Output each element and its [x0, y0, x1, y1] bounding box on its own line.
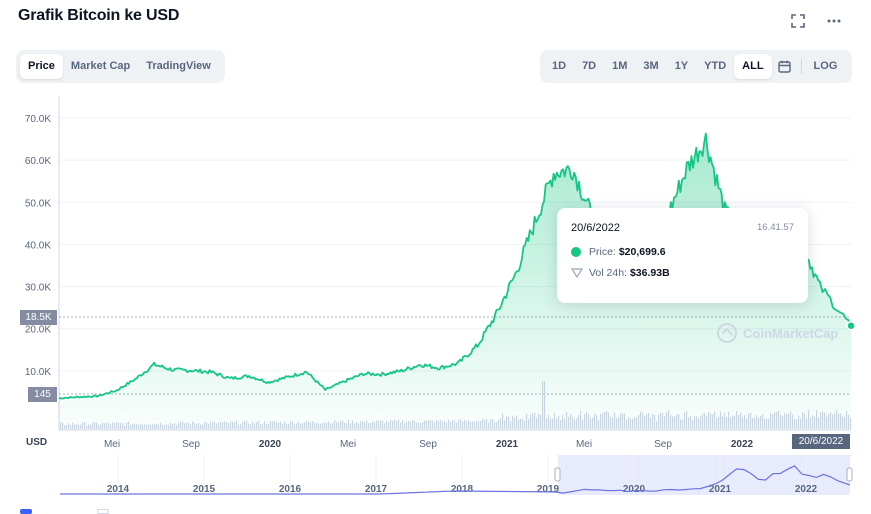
x-tick-label: Mei	[340, 439, 356, 450]
price-area-fill	[59, 133, 851, 430]
tab-price[interactable]: Price	[20, 54, 63, 79]
y-tick-label: 20.0K	[25, 325, 51, 336]
x-tick-label: Mei	[576, 439, 592, 450]
tooltip-volume-value: $36.93B	[629, 267, 670, 279]
calendar-icon[interactable]	[772, 54, 797, 79]
tab-market-cap[interactable]: Market Cap	[70, 60, 131, 72]
range-3m-button[interactable]: 3M	[643, 60, 659, 72]
watermark-text: CoinMarketCap	[743, 325, 839, 341]
log-scale-button[interactable]: LOG	[813, 60, 838, 72]
coinmarketcap-logo-icon	[717, 323, 737, 343]
legend-peek-2	[97, 509, 109, 514]
range-selector: 1D 7D 1M 3M 1Y YTD ALL LOG	[540, 50, 852, 83]
price-tooltip: 20/6/2022 16.41.57 Price: $20,699.6 Vol …	[557, 208, 808, 303]
navigator-tick-label: 2022	[795, 484, 818, 495]
navigator-tick-label: 2015	[193, 484, 216, 495]
legend-peek	[20, 509, 32, 514]
divider	[800, 59, 802, 74]
price-dot-icon	[571, 247, 581, 257]
y-tick-label: 40.0K	[25, 240, 51, 251]
volume-badge: 145	[28, 387, 57, 402]
watermark: CoinMarketCap	[717, 323, 838, 343]
tooltip-price-value: $20,699.6	[618, 246, 666, 258]
fullscreen-icon[interactable]	[789, 12, 807, 30]
tooltip-date: 20/6/2022	[571, 222, 620, 234]
navigator-handle-right	[846, 467, 853, 482]
navigator-tick-label: 2019	[537, 484, 560, 495]
range-1m-button[interactable]: 1M	[612, 60, 628, 72]
x-tick-label: Sep	[654, 439, 672, 450]
navigator: 2014 2015 2016 2017 2018 2019 2020 2021 2022	[60, 455, 853, 495]
navigator-tick-label: 2020	[623, 484, 646, 495]
y-tick-label: 70.0K	[25, 114, 51, 125]
y-tick-label: 50.0K	[25, 198, 51, 209]
x-tick-label: 2022	[731, 439, 754, 450]
volume-icon	[571, 268, 583, 278]
y-tick-label: 60.0K	[25, 156, 51, 167]
y-tick-label: 10.0K	[25, 367, 51, 378]
currency-label: USD	[26, 437, 48, 448]
navigator-tick-label: 2014	[107, 484, 130, 495]
x-tick-label: Sep	[419, 439, 437, 450]
range-7d-button[interactable]: 7D	[582, 60, 597, 72]
price-line	[58, 132, 852, 400]
price-marker	[846, 321, 856, 331]
tooltip-volume-label: Vol 24h:	[589, 267, 627, 279]
navigator-window	[558, 455, 850, 495]
page-title: Grafik Bitcoin ke USD	[18, 7, 180, 24]
x-tick-label: Mei	[104, 439, 120, 450]
navigator-handle-left	[554, 467, 561, 482]
chart-type-tabs: Price Market Cap TradingView	[16, 50, 225, 83]
navigator-line	[60, 465, 851, 495]
tooltip-price-label: Price:	[589, 246, 616, 258]
navigator-tick-label: 2017	[365, 484, 388, 495]
range-all-button[interactable]: ALL	[734, 54, 772, 79]
x-tick-label: Sep	[182, 439, 200, 450]
navigator-tick-label: 2016	[279, 484, 302, 495]
current-price-badge: 18.5K	[20, 310, 57, 325]
x-axis: Mei Sep 2020 Mei Sep 2021 Mei Sep 2022	[104, 439, 754, 450]
range-1y-button[interactable]: 1Y	[674, 60, 689, 72]
crosshair-date-badge: 20/6/2022	[792, 434, 850, 449]
y-tick-label: 30.0K	[25, 283, 51, 294]
navigator-tick-label: 2018	[451, 484, 474, 495]
tooltip-time: 16.41.57	[757, 222, 794, 233]
range-1d-button[interactable]: 1D	[552, 60, 567, 72]
price-area	[58, 132, 856, 430]
y-axis: 10.0K 20.0K 30.0K 40.0K 50.0K 60.0K 70.0K	[25, 114, 51, 378]
navigator-tick-label: 2021	[709, 484, 732, 495]
tab-tradingview[interactable]: TradingView	[146, 60, 211, 72]
range-ytd-button[interactable]: YTD	[704, 60, 727, 72]
more-horizontal-icon[interactable]	[825, 12, 843, 30]
x-tick-label: 2020	[259, 439, 282, 450]
x-tick-label: 2021	[496, 439, 519, 450]
